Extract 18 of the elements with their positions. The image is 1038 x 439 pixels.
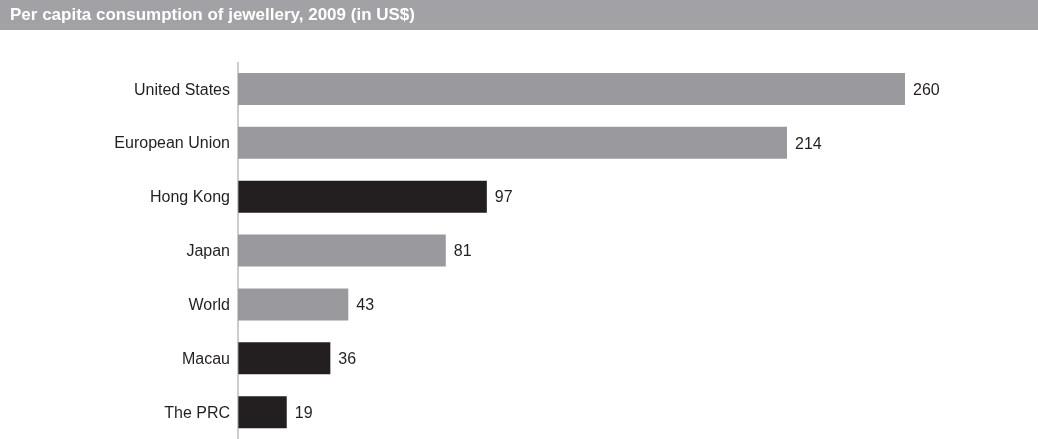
data-label: 36 — [338, 349, 357, 367]
y-tick-label: Hong Kong — [149, 188, 230, 206]
data-label: 214 — [794, 134, 822, 152]
data-label: 43 — [356, 296, 375, 314]
bar — [238, 342, 331, 375]
y-tick-label: World — [188, 296, 230, 314]
data-label: 97 — [494, 188, 513, 206]
data-label: 260 — [913, 80, 940, 98]
bar — [238, 396, 287, 429]
y-tick-label: European Union — [114, 134, 230, 152]
data-label: 19 — [294, 403, 313, 421]
y-tick-label: Japan — [186, 242, 230, 260]
y-tick-label: Macau — [181, 349, 230, 367]
data-label: 81 — [453, 242, 472, 260]
y-tick-label: The PRC — [164, 403, 230, 421]
bar — [238, 180, 487, 213]
chart-title: Per capita consumption of jewellery, 2009 (in US$) — [0, 0, 1038, 30]
y-tick-label: United States — [133, 80, 230, 98]
